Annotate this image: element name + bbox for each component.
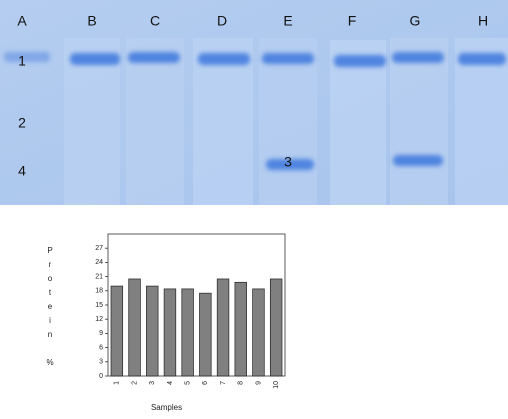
bar [252, 288, 265, 377]
y-tick-label: 9 [99, 330, 103, 337]
x-tick-label: 6 [202, 381, 209, 385]
y-tick-label: 15 [95, 302, 103, 309]
x-tick-label: 1 [114, 381, 121, 385]
y-tick-label: 0 [99, 373, 103, 380]
row-label: 1 [18, 53, 26, 69]
band-label: 3 [284, 154, 292, 170]
x-tick-label: 9 [255, 381, 262, 385]
y-tick-label: 6 [99, 344, 103, 351]
y-tick-label: 24 [95, 259, 103, 266]
lane-label: C [150, 13, 160, 29]
lane-label: D [217, 13, 227, 29]
x-tick-label: 4 [167, 381, 174, 385]
row-label: 4 [18, 163, 26, 179]
bar [163, 288, 177, 377]
bar [146, 285, 159, 377]
x-tick-label: 8 [238, 381, 245, 385]
y-tick-label: 27 [95, 245, 103, 252]
bar [234, 281, 247, 377]
lane-label: B [87, 13, 96, 29]
bar [269, 278, 283, 377]
bar [199, 292, 212, 377]
lane-label: H [478, 13, 488, 29]
y-tick-label: 21 [95, 273, 103, 280]
x-tick-label: 3 [149, 381, 156, 385]
bar [216, 278, 230, 377]
x-tick-label: 2 [131, 381, 138, 385]
x-tick-label: 10 [273, 381, 280, 389]
x-tick-label: 7 [220, 381, 227, 385]
row-label: 2 [18, 115, 26, 131]
bar [181, 288, 194, 377]
y-tick-label: 18 [95, 288, 103, 295]
bar [128, 278, 141, 377]
y-axis-label: Protein % [46, 246, 55, 372]
lane-label: F [348, 13, 357, 29]
lane-label: E [283, 13, 292, 29]
y-tick-label: 3 [99, 359, 103, 366]
lane-label: A [17, 13, 27, 29]
bar [110, 285, 124, 377]
x-tick-label: 5 [184, 381, 191, 385]
x-axis-label: Samples [151, 403, 182, 412]
lane-label: G [410, 13, 421, 29]
gel-image [0, 0, 508, 205]
y-tick-label: 12 [95, 316, 103, 323]
